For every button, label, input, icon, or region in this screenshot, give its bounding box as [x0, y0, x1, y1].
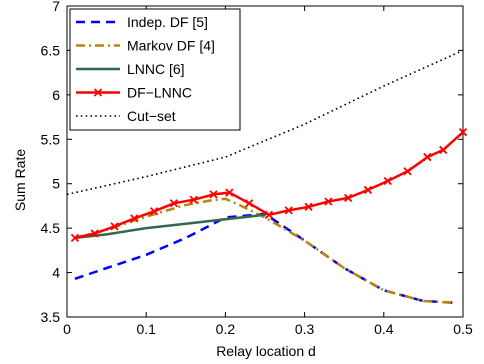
- x-tick-label: 0.4: [374, 321, 394, 337]
- y-tick-label: 4.5: [41, 220, 61, 236]
- data-point-marker: [423, 152, 432, 162]
- y-tick-label: 7: [52, 0, 60, 14]
- series-line: [66, 49, 464, 196]
- data-point-marker: [245, 199, 254, 208]
- data-point-marker: [209, 190, 218, 199]
- legend-label: Indep. DF [5]: [127, 14, 208, 30]
- series-1: [74, 197, 456, 305]
- series-layer: [66, 49, 468, 305]
- data-point-marker: [383, 176, 392, 186]
- legend-entry: Indep. DF [5]: [76, 14, 208, 30]
- data-point-marker: [403, 167, 412, 176]
- x-tick-label: 0.2: [216, 321, 236, 337]
- y-tick-label: 5.5: [41, 131, 61, 147]
- series-line: [74, 213, 266, 240]
- data-point-marker: [169, 199, 179, 208]
- series-4: [66, 49, 464, 196]
- data-point-marker: [130, 214, 139, 223]
- y-tick-label: 6: [52, 87, 60, 103]
- x-axis-label: Relay location d: [216, 343, 316, 359]
- legend-label: DF−LNNC: [127, 85, 192, 101]
- data-point-marker: [225, 188, 234, 197]
- data-point-marker: [189, 195, 198, 204]
- data-point-marker: [264, 210, 274, 219]
- legend-label: Markov DF [4]: [127, 38, 215, 54]
- x-tick-label: 0: [63, 321, 71, 337]
- legend-entry: LNNC [6]: [76, 61, 185, 77]
- data-point-marker: [93, 88, 103, 97]
- y-tick-label: 4: [52, 265, 60, 281]
- x-tick-label: 0.1: [136, 321, 156, 337]
- x-tick-label: 0.5: [453, 321, 473, 337]
- legend-layer: Indep. DF [5] Markov DF [4] LNNC [6] DF−LNN…: [69, 8, 241, 131]
- data-point-marker: [324, 197, 333, 206]
- legend-entry: DF−LNNC: [76, 85, 192, 101]
- series-3: [70, 128, 468, 243]
- y-tick-label: 5: [52, 176, 60, 192]
- legend-entry: Cut−set: [76, 108, 176, 124]
- x-tick-label: 0.3: [295, 321, 315, 337]
- y-tick-label: 6.5: [41, 42, 61, 58]
- data-point-marker: [439, 145, 448, 155]
- series-line: [74, 197, 456, 305]
- series-2: [74, 213, 266, 240]
- legend-entry: Markov DF [4]: [76, 38, 215, 54]
- data-point-marker: [90, 229, 99, 238]
- data-point-marker: [363, 185, 373, 195]
- data-point-marker: [149, 207, 159, 216]
- data-point-marker: [70, 233, 80, 243]
- data-point-marker: [304, 202, 313, 211]
- data-point-marker: [284, 206, 293, 215]
- data-point-marker: [458, 128, 468, 137]
- legend-label: Cut−set: [127, 108, 176, 124]
- legend-label: LNNC [6]: [127, 61, 185, 77]
- y-axis-label: Sum Rate: [12, 149, 28, 211]
- data-point-marker: [344, 193, 353, 203]
- data-point-marker: [110, 222, 119, 231]
- y-tick-label: 3.5: [41, 309, 61, 325]
